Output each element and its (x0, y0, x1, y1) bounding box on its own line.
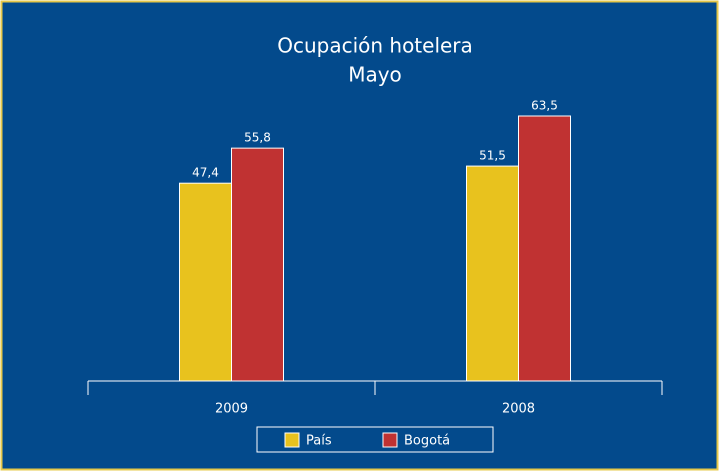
legend-swatch (284, 432, 300, 448)
chart-subtitle: Mayo (348, 63, 402, 87)
value-label: 47,4 (192, 166, 219, 180)
bar (231, 147, 284, 382)
bar (466, 165, 519, 382)
value-label: 51,5 (479, 149, 506, 163)
legend-label: País (306, 434, 332, 449)
legend-swatch (382, 432, 398, 448)
x-tick-label: 2009 (215, 402, 248, 417)
chart-title: Ocupación hotelera (277, 34, 473, 58)
legend-label: Bogotá (404, 434, 450, 449)
value-label: 63,5 (531, 99, 558, 113)
legend-box (256, 426, 494, 453)
value-label: 55,8 (244, 131, 271, 145)
bar (179, 182, 232, 382)
bar (518, 115, 571, 382)
x-tick-label: 2008 (502, 402, 535, 417)
